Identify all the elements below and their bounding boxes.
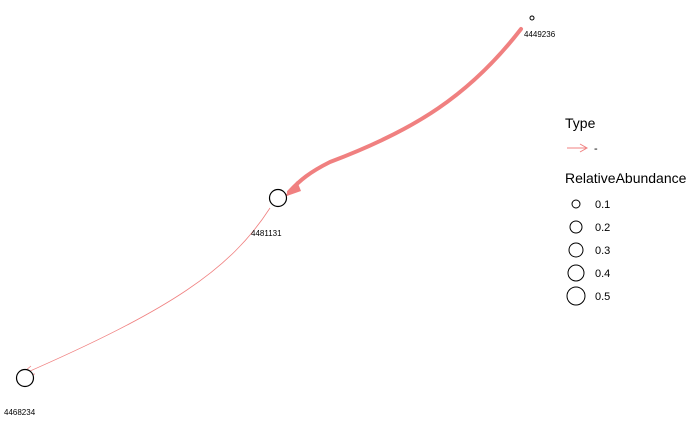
legend-size-circle-0.5 [566, 286, 586, 306]
node-4449236 [529, 15, 535, 21]
node-label-4468234: 4468234 [4, 408, 36, 417]
nodes: 4449236 4481131 4468234 [4, 15, 556, 417]
legend-size-circle-0.4 [567, 264, 585, 282]
node-4468234 [15, 368, 35, 388]
legend-size-label: 0.3 [595, 245, 610, 257]
legend-size-label: 0.5 [595, 291, 610, 303]
node-label-4481131: 4481131 [251, 229, 282, 238]
node-label-4449236: 4449236 [524, 30, 556, 39]
arrow-icon [567, 143, 589, 153]
legend: Type - RelativeAbundance 0.1 0.2 0.3 0.4… [565, 115, 687, 306]
edge-4449236-to-4481131 [287, 27, 523, 194]
edges [18, 27, 523, 376]
legend-size-label: 0.2 [595, 222, 610, 234]
legend-abundance-title: RelativeAbundance [565, 170, 687, 186]
legend-size-circle-0.2 [569, 220, 583, 234]
legend-type-title: Type [565, 115, 596, 131]
node-4481131 [268, 188, 288, 208]
legend-size-label: 0.1 [595, 199, 610, 211]
legend-type-entry: - [594, 143, 598, 155]
edge-arrowhead [284, 181, 301, 197]
legend-size-circle-0.1 [571, 199, 581, 209]
legend-size-label: 0.4 [595, 268, 610, 280]
legend-size-circle-0.3 [568, 242, 584, 258]
edge-4481131-to-4468234 [20, 207, 271, 376]
